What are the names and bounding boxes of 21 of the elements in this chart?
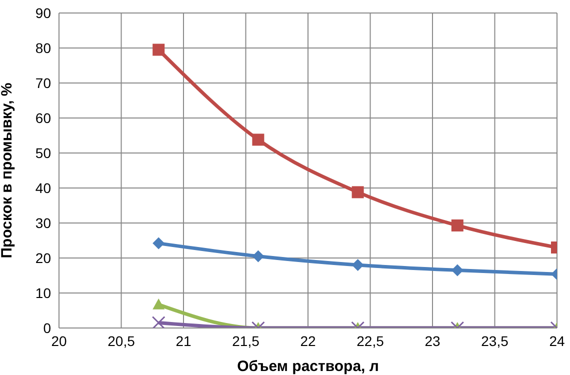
y-tick-label: 50 bbox=[35, 144, 52, 161]
x-tick-label: 24 bbox=[549, 332, 565, 349]
y-tick-label: 90 bbox=[35, 4, 52, 21]
y-tick-label: 80 bbox=[35, 40, 52, 56]
y-tick-label: 40 bbox=[35, 180, 52, 196]
y-tick-label: 10 bbox=[35, 284, 52, 301]
x-tick-label: 22 bbox=[300, 332, 316, 349]
y-axis-title: Проскок в промывку, % bbox=[0, 82, 16, 258]
y-tick-label: 70 bbox=[35, 74, 52, 91]
x-tick-label: 21,5 bbox=[232, 332, 260, 349]
x-axis-title: Объем раствора, л bbox=[237, 358, 379, 375]
x-tick-label: 23 bbox=[424, 332, 440, 349]
x-tick-label: 21 bbox=[176, 332, 192, 349]
y-tick-label: 60 bbox=[35, 110, 52, 126]
x-tick-label: 23,5 bbox=[481, 332, 509, 349]
y-tick-label: 30 bbox=[35, 214, 52, 231]
y-tick-label: 20 bbox=[35, 250, 52, 266]
y-tick-label: 0 bbox=[43, 320, 52, 336]
x-tick-label: 22,5 bbox=[356, 332, 384, 349]
x-tick-label: 20 bbox=[51, 332, 67, 349]
x-tick-label: 20,5 bbox=[108, 332, 136, 349]
